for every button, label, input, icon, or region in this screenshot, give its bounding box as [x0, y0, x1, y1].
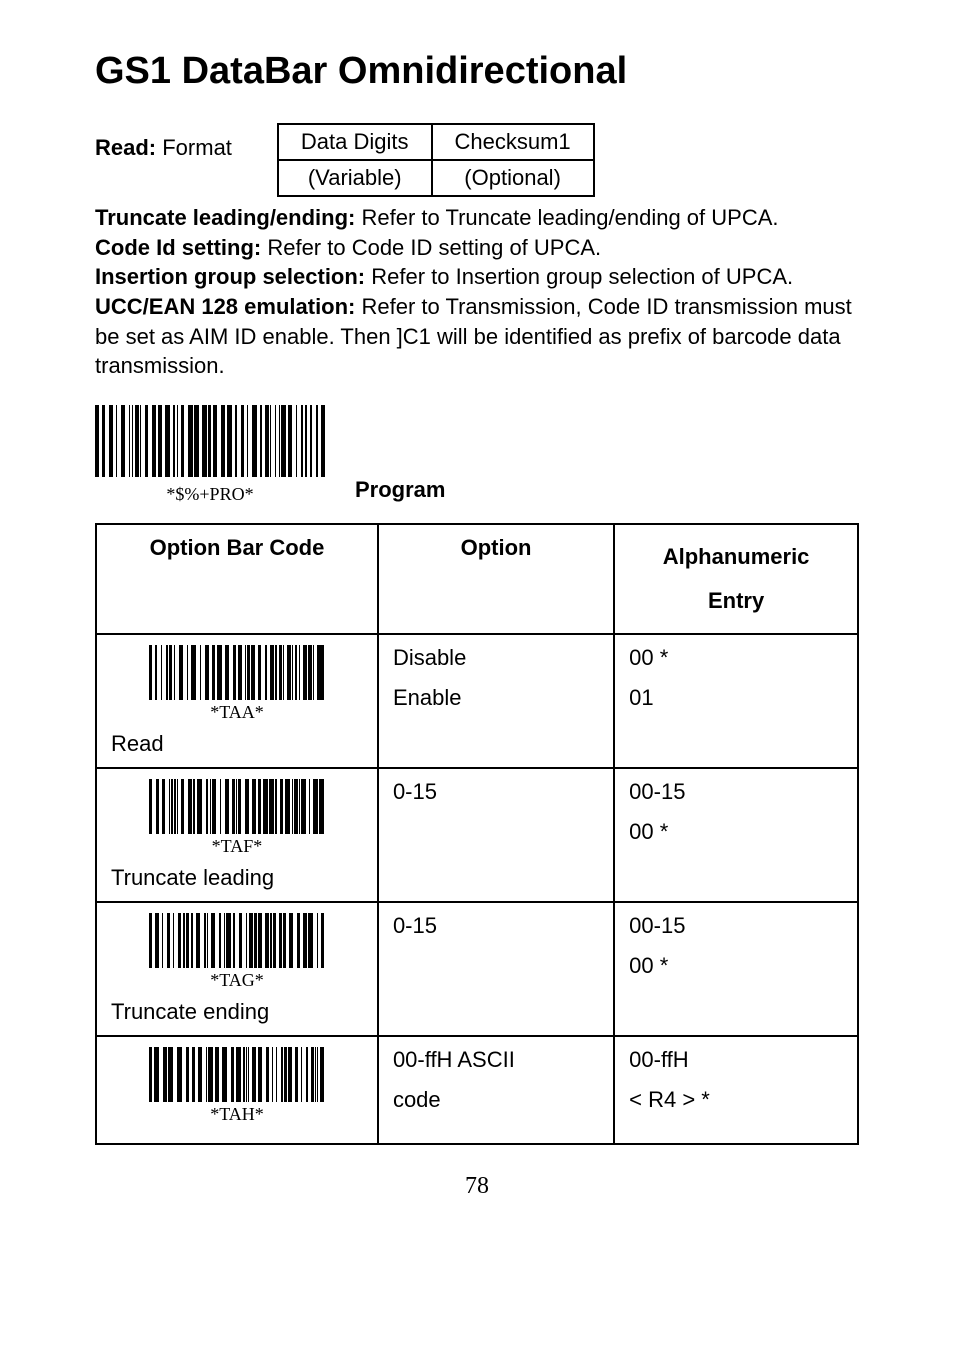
entry-value: 00 *	[629, 645, 843, 671]
read-label-bold: Read:	[95, 135, 156, 160]
paragraph-bold: Insertion group selection:	[95, 264, 365, 289]
barcode-icon	[149, 645, 324, 700]
row-barcode: *TAA*	[111, 645, 363, 723]
th-option: Option	[378, 524, 614, 634]
row-barcode: *TAG*	[111, 913, 363, 991]
entry-value: 01	[629, 685, 843, 711]
cell-option-bar-code: *TAA* Read	[96, 634, 378, 768]
row-label: Truncate ending	[111, 999, 363, 1025]
cell-option: Disable Enable	[378, 634, 614, 768]
row-barcode-text: *TAG*	[210, 970, 264, 991]
table-header-row: Option Bar Code Option AlphanumericEntry	[96, 524, 858, 634]
barcode-icon	[149, 913, 324, 968]
table-row: *TAH* 00-ffH ASCII code 00-ffH < R4 > *	[96, 1036, 858, 1144]
entry-value: 00-ffH	[629, 1047, 843, 1073]
cell-option: 00-ffH ASCII code	[378, 1036, 614, 1144]
row-barcode-text: *TAF*	[212, 836, 263, 857]
page-title: GS1 DataBar Omnidirectional	[95, 50, 859, 93]
cell-option-bar-code: *TAH*	[96, 1036, 378, 1144]
row-barcode-text: *TAA*	[210, 702, 264, 723]
read-cell-0: (Variable)	[278, 160, 432, 196]
table-row: *TAF* Truncate leading 0-15 00-15 00 *	[96, 768, 858, 902]
table-row: *TAA* Read Disable Enable 00 * 01	[96, 634, 858, 768]
paragraph: UCC/EAN 128 emulation: Refer to Transmis…	[95, 292, 859, 381]
row-barcode-text: *TAH*	[210, 1104, 264, 1125]
paragraph: Insertion group selection: Refer to Inse…	[95, 262, 859, 292]
entry-value: 00-15	[629, 913, 843, 939]
cell-alphanumeric-entry: 00-15 00 *	[614, 768, 858, 902]
page-container: GS1 DataBar Omnidirectional Read: Format…	[0, 0, 954, 1240]
program-label: Program	[355, 477, 445, 505]
options-table: Option Bar Code Option AlphanumericEntry…	[95, 523, 859, 1145]
page-number: 78	[95, 1173, 859, 1200]
cell-option: 0-15	[378, 768, 614, 902]
read-label-rest: Format	[156, 135, 232, 160]
barcode-icon	[149, 779, 324, 834]
th-alphanumeric-entry: AlphanumericEntry	[614, 524, 858, 634]
read-format-row: Read: Format Data Digits Checksum1 (Vari…	[95, 123, 859, 197]
program-barcode-svg-holder	[95, 405, 325, 482]
cell-alphanumeric-entry: 00-15 00 *	[614, 902, 858, 1036]
row-label: Read	[111, 731, 363, 757]
read-table: Data Digits Checksum1 (Variable) (Option…	[277, 123, 595, 197]
paragraph-text: Refer to Code ID setting of UPCA.	[261, 235, 601, 260]
paragraph: Truncate leading/ending: Refer to Trunca…	[95, 203, 859, 233]
barcode-icon	[95, 405, 325, 477]
option-value: code	[393, 1087, 599, 1113]
option-value: 0-15	[393, 779, 599, 805]
row-barcode: *TAH*	[111, 1047, 363, 1125]
entry-value: 00 *	[629, 819, 843, 845]
program-barcode-text: *$%+PRO*	[166, 484, 253, 505]
read-header-0: Data Digits	[278, 124, 432, 160]
program-barcode-row: *$%+PRO* Program	[95, 405, 859, 505]
option-value: 0-15	[393, 913, 599, 939]
paragraph-text: Refer to Truncate leading/ending of UPCA…	[355, 205, 778, 230]
paragraph-bold: UCC/EAN 128 emulation:	[95, 294, 355, 319]
paragraph-bold: Truncate leading/ending:	[95, 205, 355, 230]
read-table-row: (Variable) (Optional)	[278, 160, 594, 196]
read-table-header-row: Data Digits Checksum1	[278, 124, 594, 160]
read-label: Read: Format	[95, 123, 232, 161]
cell-alphanumeric-entry: 00 * 01	[614, 634, 858, 768]
entry-value: 00 *	[629, 953, 843, 979]
table-row: *TAG* Truncate ending 0-15 00-15 00 *	[96, 902, 858, 1036]
body-paragraphs: Truncate leading/ending: Refer to Trunca…	[95, 203, 859, 381]
cell-alphanumeric-entry: 00-ffH < R4 > *	[614, 1036, 858, 1144]
paragraph: Code Id setting: Refer to Code ID settin…	[95, 233, 859, 263]
entry-value: 00-15	[629, 779, 843, 805]
th-option-bar-code: Option Bar Code	[96, 524, 378, 634]
read-header-1: Checksum1	[432, 124, 594, 160]
cell-option: 0-15	[378, 902, 614, 1036]
option-value: 00-ffH ASCII	[393, 1047, 599, 1073]
cell-option-bar-code: *TAF* Truncate leading	[96, 768, 378, 902]
program-barcode: *$%+PRO*	[95, 405, 325, 505]
barcode-icon	[149, 1047, 324, 1102]
paragraph-bold: Code Id setting:	[95, 235, 261, 260]
row-label: Truncate leading	[111, 865, 363, 891]
entry-value: < R4 > *	[629, 1087, 843, 1113]
row-barcode: *TAF*	[111, 779, 363, 857]
cell-option-bar-code: *TAG* Truncate ending	[96, 902, 378, 1036]
paragraph-text: Refer to Insertion group selection of UP…	[365, 264, 793, 289]
option-value: Enable	[393, 685, 599, 711]
read-cell-1: (Optional)	[432, 160, 594, 196]
option-value: Disable	[393, 645, 599, 671]
